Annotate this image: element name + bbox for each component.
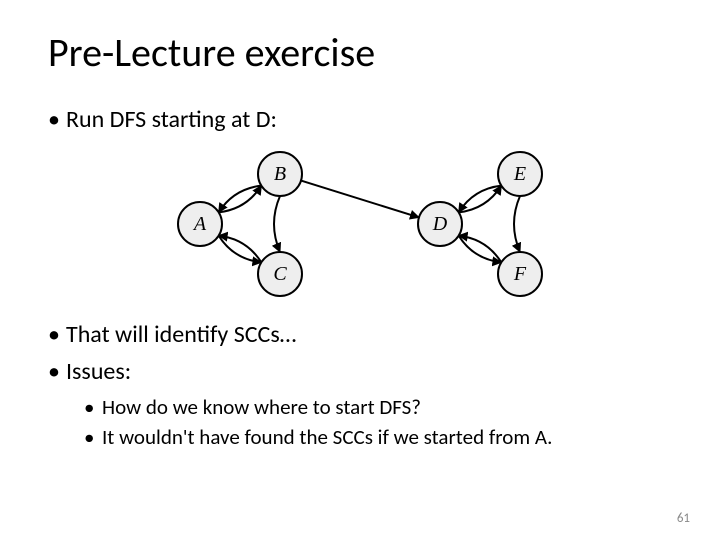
bullet-identify-sccs: That will identify SCCs…	[48, 320, 672, 349]
dfs-graph: A B C D E F	[140, 144, 580, 306]
node-label-B: B	[274, 163, 286, 185]
node-label-A: A	[192, 213, 207, 235]
edge-A-B	[219, 186, 262, 213]
edge-D-F	[459, 236, 502, 263]
edge-B-D	[301, 181, 419, 218]
subbullet-start-from-a: It wouldn't have found the SCCs if we st…	[48, 424, 672, 450]
node-label-C: C	[273, 263, 287, 285]
graph-container: A B C D E F	[48, 144, 672, 306]
edge-C-A	[219, 236, 262, 263]
edge-A-C	[219, 236, 262, 263]
bullet-issues: Issues:	[48, 357, 672, 386]
slide-container: Pre-Lecture exercise Run DFS starting at…	[0, 0, 720, 540]
node-label-D: D	[432, 213, 448, 235]
edge-E-F	[514, 196, 520, 252]
page-title: Pre-Lecture exercise	[48, 28, 672, 77]
edge-B-C	[274, 196, 280, 252]
node-label-F: F	[513, 263, 527, 285]
edge-B-A	[219, 186, 262, 213]
edge-F-D	[459, 236, 502, 263]
page-number: 61	[677, 511, 690, 526]
edge-D-E	[459, 186, 502, 213]
bullet-run-dfs: Run DFS starting at D:	[48, 105, 672, 134]
subbullet-where-start: How do we know where to start DFS?	[48, 394, 672, 420]
node-label-E: E	[513, 163, 526, 185]
edge-E-D	[459, 186, 502, 213]
